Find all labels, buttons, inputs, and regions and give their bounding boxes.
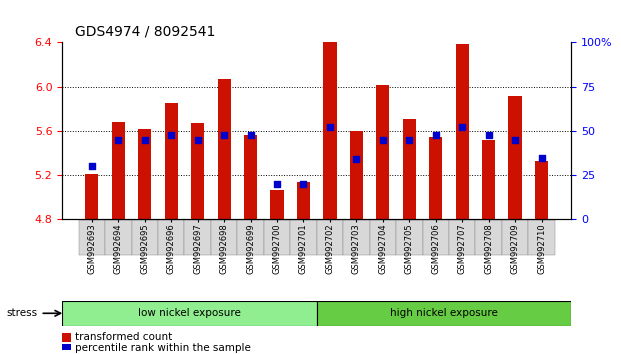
Point <box>299 181 309 187</box>
Bar <box>237 219 264 255</box>
Point <box>140 137 150 143</box>
Bar <box>165 103 178 219</box>
Bar <box>217 79 231 219</box>
Point <box>193 137 202 143</box>
Point <box>219 132 229 137</box>
Bar <box>509 96 522 219</box>
Bar <box>343 219 369 255</box>
Bar <box>191 123 204 219</box>
Bar <box>290 219 317 255</box>
Bar <box>449 219 476 255</box>
Bar <box>264 219 290 255</box>
Point <box>537 155 546 160</box>
Point <box>351 156 361 162</box>
Point <box>378 137 388 143</box>
Bar <box>535 161 548 219</box>
Bar <box>112 122 125 219</box>
Point <box>166 132 176 137</box>
Bar <box>402 119 416 219</box>
Bar <box>297 182 310 219</box>
Bar <box>270 190 284 219</box>
Bar <box>138 129 152 219</box>
Point <box>404 137 414 143</box>
Bar <box>369 219 396 255</box>
FancyBboxPatch shape <box>62 301 317 326</box>
Point <box>325 125 335 130</box>
Bar <box>528 219 555 255</box>
Bar <box>184 219 211 255</box>
Bar <box>158 219 184 255</box>
Point <box>457 125 467 130</box>
Bar <box>422 219 449 255</box>
Point <box>114 137 124 143</box>
Point <box>510 137 520 143</box>
Point <box>272 181 282 187</box>
Bar <box>396 219 422 255</box>
Text: transformed count: transformed count <box>75 332 172 342</box>
Bar <box>105 219 132 255</box>
Bar <box>502 219 528 255</box>
Point <box>87 164 97 169</box>
Bar <box>476 219 502 255</box>
Bar <box>482 140 496 219</box>
Text: low nickel exposure: low nickel exposure <box>138 308 241 318</box>
Bar <box>429 137 442 219</box>
Text: stress: stress <box>6 308 37 318</box>
Bar <box>456 44 469 219</box>
Bar <box>132 219 158 255</box>
Bar <box>244 136 257 219</box>
FancyBboxPatch shape <box>317 301 571 326</box>
Bar <box>376 85 389 219</box>
Bar <box>79 219 105 255</box>
Point <box>246 132 256 137</box>
Text: high nickel exposure: high nickel exposure <box>390 308 498 318</box>
Point <box>431 132 441 137</box>
Bar <box>85 174 99 219</box>
Bar <box>324 42 337 219</box>
Text: GDS4974 / 8092541: GDS4974 / 8092541 <box>75 25 215 39</box>
Text: percentile rank within the sample: percentile rank within the sample <box>75 343 250 353</box>
Bar <box>211 219 237 255</box>
Bar <box>350 131 363 219</box>
Point <box>484 132 494 137</box>
Bar <box>317 219 343 255</box>
